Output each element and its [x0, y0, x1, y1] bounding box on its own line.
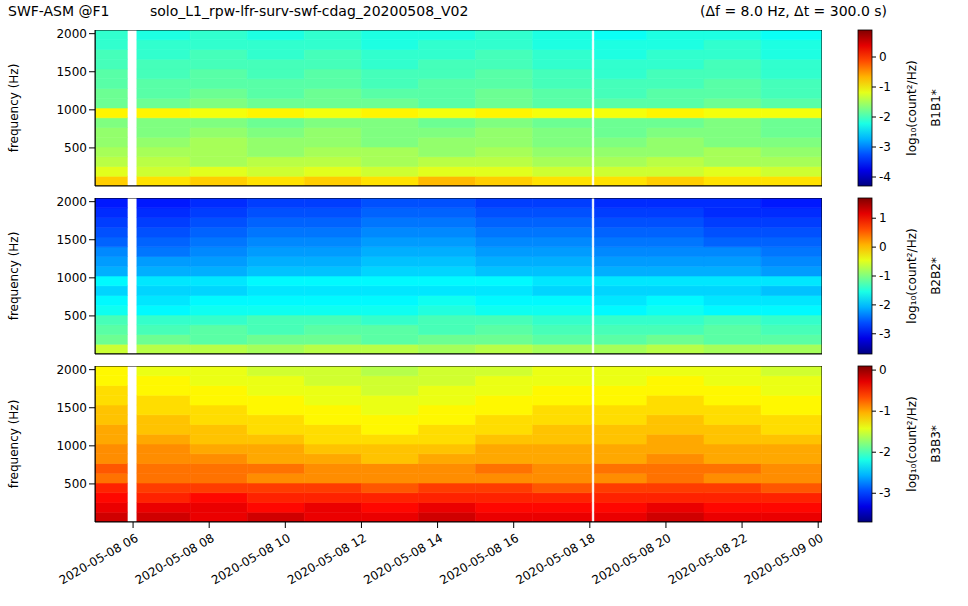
svg-text:1500: 1500	[56, 65, 87, 79]
svg-text:1500: 1500	[56, 233, 87, 247]
svg-text:-2: -2	[879, 110, 891, 124]
svg-text:-1: -1	[879, 269, 891, 283]
svg-text:1000: 1000	[56, 271, 87, 285]
svg-text:2000: 2000	[56, 195, 87, 209]
svg-text:1000: 1000	[56, 439, 87, 453]
svg-text:frequency (Hz): frequency (Hz)	[7, 400, 21, 489]
svg-text:2020-05-08 20: 2020-05-08 20	[590, 531, 674, 588]
svg-text:-1: -1	[879, 404, 891, 418]
svg-text:500: 500	[64, 477, 87, 491]
svg-text:2020-05-08 16: 2020-05-08 16	[437, 531, 521, 588]
svg-text:-3: -3	[879, 140, 891, 154]
svg-text:-3: -3	[879, 486, 891, 500]
html-text:(Δf = 8.0 Hz, Δt = 300.0 s): (Δf = 8.0 Hz, Δt = 300.0 s)	[700, 3, 888, 19]
svg-text:500: 500	[64, 141, 87, 155]
svg-text:2020-05-08 18: 2020-05-08 18	[513, 531, 597, 588]
svg-text:-4: -4	[879, 170, 891, 184]
svg-text:0: 0	[879, 240, 887, 254]
svg-text:B1B1*: B1B1*	[929, 89, 943, 127]
svg-text:2020-05-08 06: 2020-05-08 06	[57, 531, 141, 588]
svg-text:2020-05-08 12: 2020-05-08 12	[285, 531, 369, 588]
svg-text:2000: 2000	[56, 27, 87, 41]
svg-text:frequency (Hz): frequency (Hz)	[7, 64, 21, 153]
svg-text:-2: -2	[879, 298, 891, 312]
svg-text:frequency (Hz): frequency (Hz)	[7, 232, 21, 321]
html-text:solo_L1_rpw-lfr-surv-swf-cdag_: solo_L1_rpw-lfr-surv-swf-cdag_20200508_V…	[150, 3, 469, 19]
svg-text:-3: -3	[879, 327, 891, 341]
svg-text:log₁₀(count²/Hz): log₁₀(count²/Hz)	[905, 60, 919, 155]
svg-text:2020-05-09 00: 2020-05-09 00	[742, 531, 826, 588]
svg-text:-1: -1	[879, 80, 891, 94]
svg-text:log₁₀(count²/Hz): log₁₀(count²/Hz)	[905, 228, 919, 323]
html-text:SWF-ASM @F1: SWF-ASM @F1	[8, 3, 110, 19]
svg-text:-2: -2	[879, 445, 891, 459]
svg-text:1500: 1500	[56, 401, 87, 415]
svg-text:B2B2*: B2B2*	[929, 257, 943, 295]
svg-text:2020-05-08 22: 2020-05-08 22	[666, 531, 750, 588]
svg-text:1: 1	[879, 211, 887, 225]
svg-text:2020-05-08 10: 2020-05-08 10	[209, 531, 293, 588]
svg-text:log₁₀(count²/Hz): log₁₀(count²/Hz)	[905, 396, 919, 491]
svg-text:0: 0	[879, 364, 887, 377]
svg-text:B3B3*: B3B3*	[929, 425, 943, 463]
svg-text:2020-05-08 14: 2020-05-08 14	[361, 531, 445, 588]
svg-text:500: 500	[64, 309, 87, 323]
svg-text:2020-05-08 08: 2020-05-08 08	[133, 531, 217, 588]
svg-text:0: 0	[879, 50, 887, 64]
svg-text:2000: 2000	[56, 363, 87, 377]
svg-text:1000: 1000	[56, 103, 87, 117]
